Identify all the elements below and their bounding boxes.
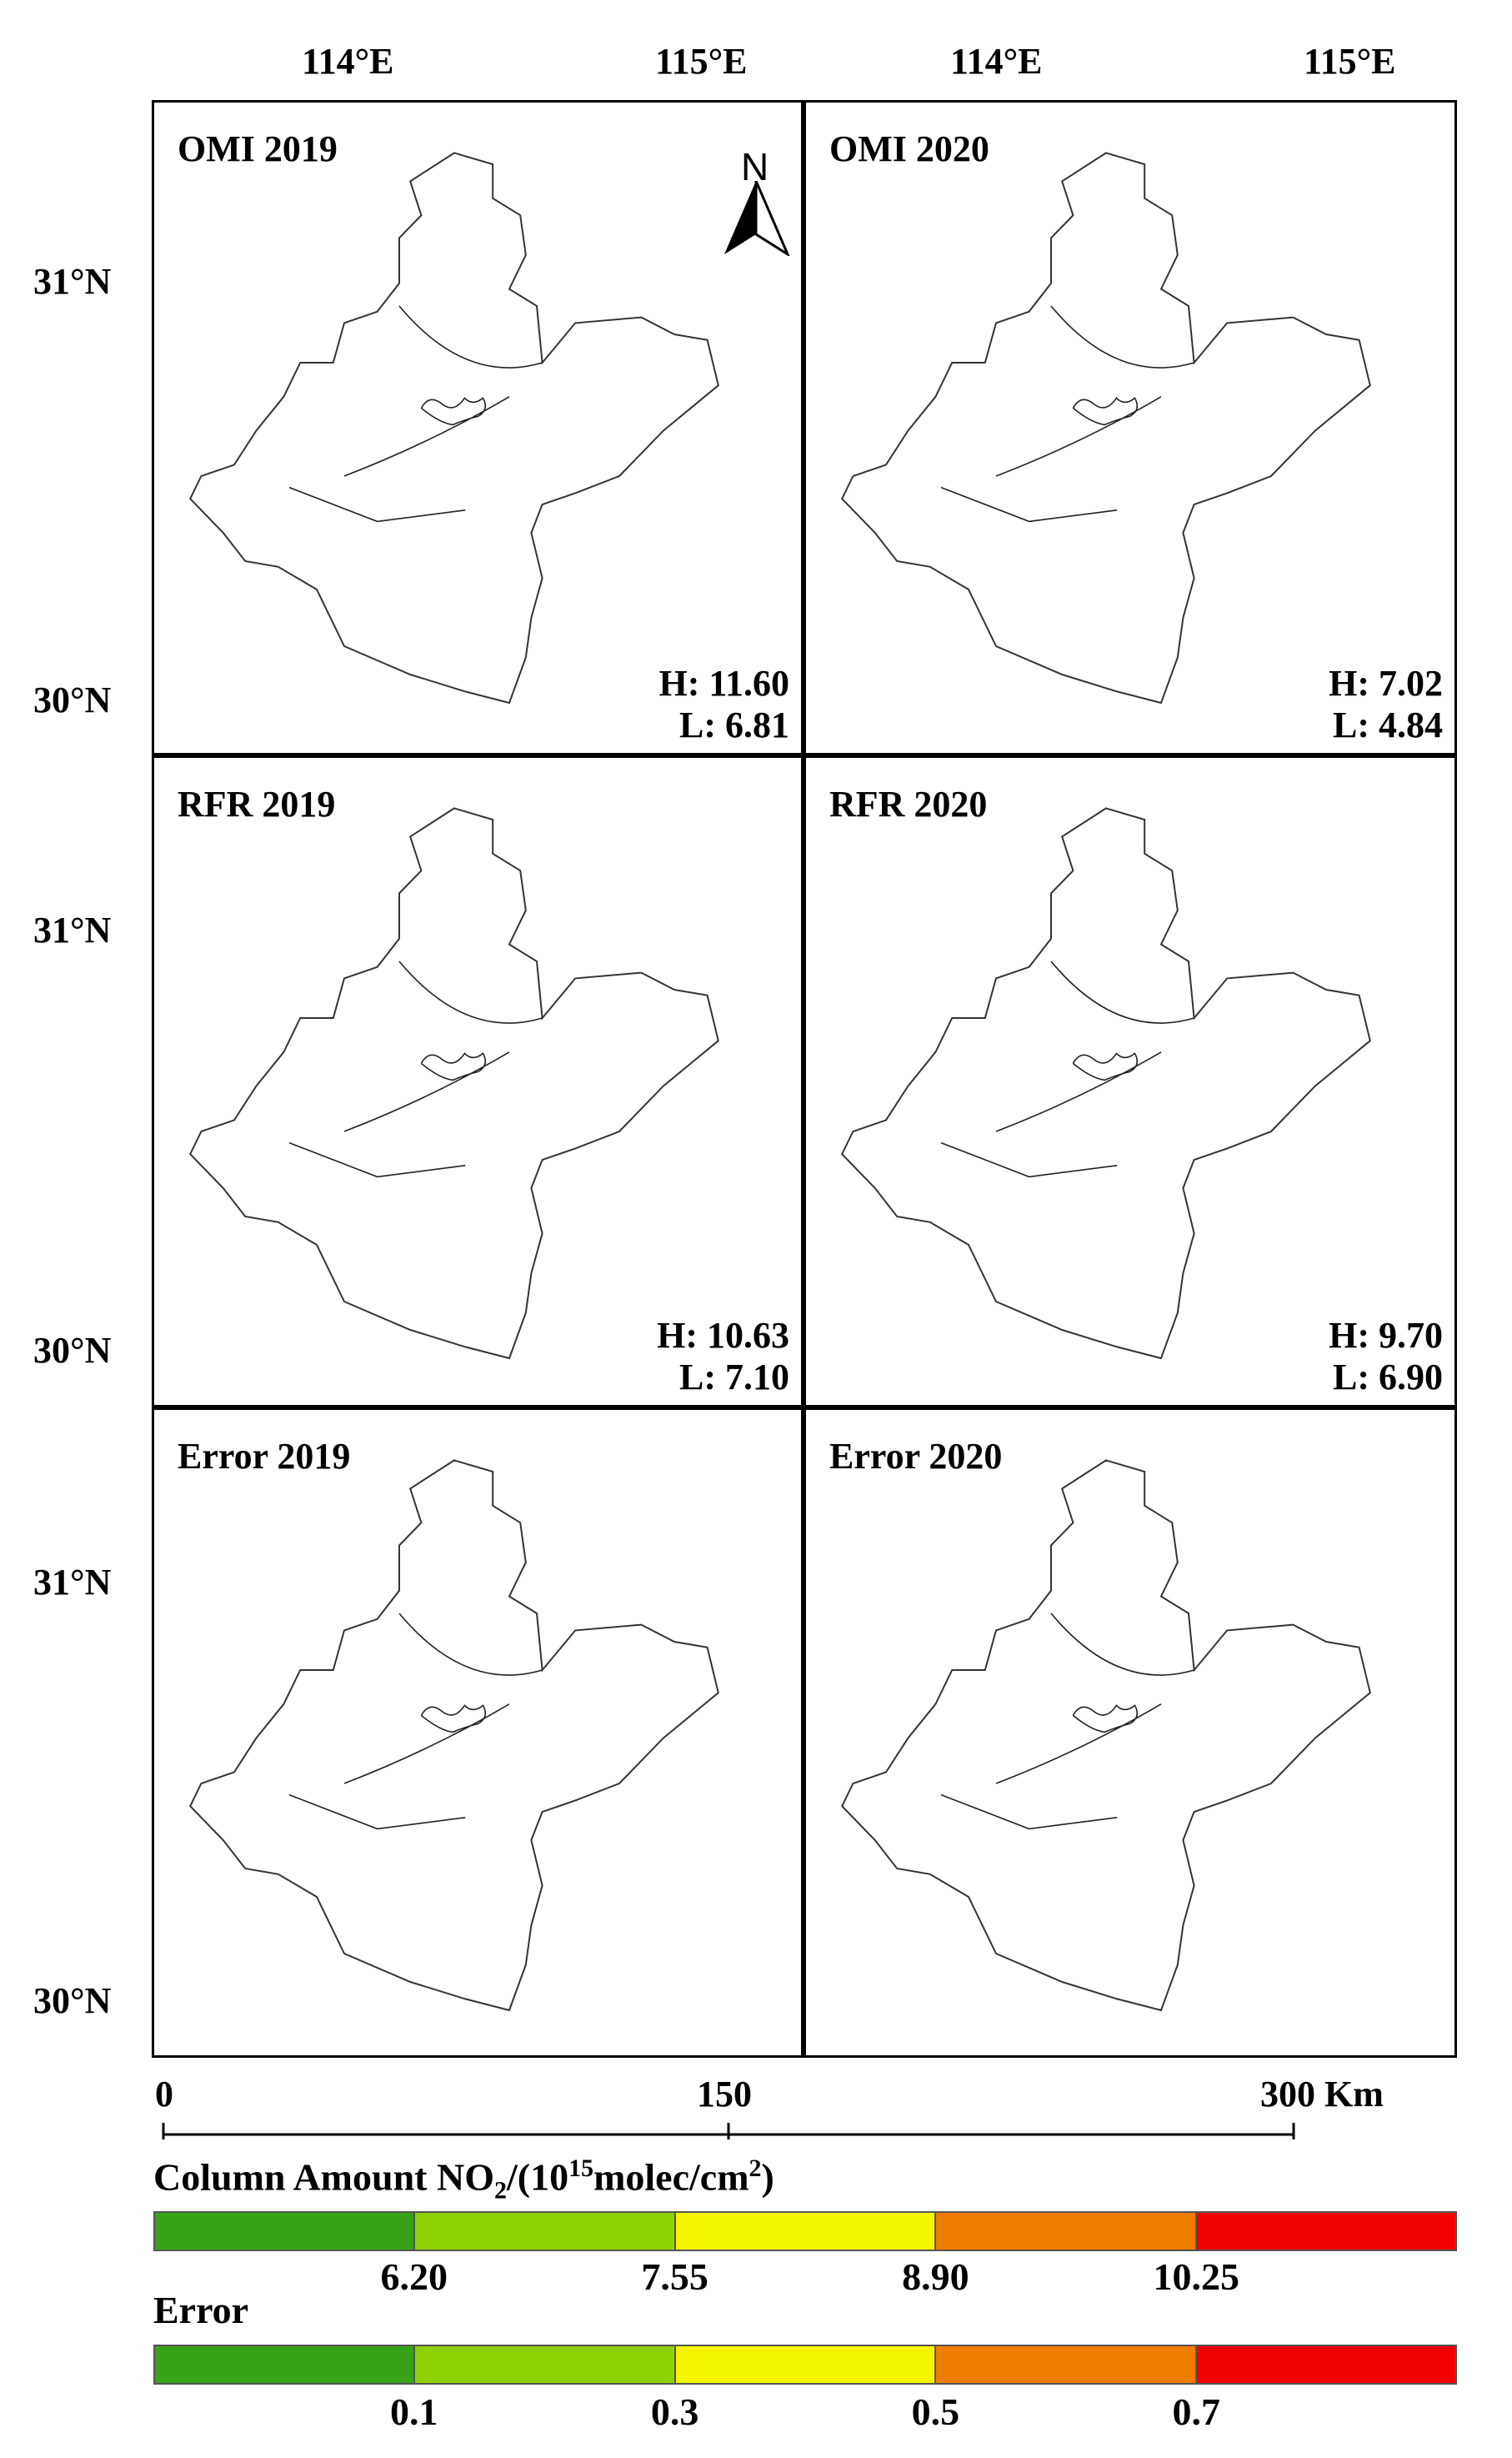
map-panel-omi-2019: OMI 2019 H: 11.60 L: 6.81 N	[152, 100, 804, 755]
high-value: H: 10.63	[657, 1315, 789, 1356]
region-outline	[188, 807, 719, 1360]
lat-label-30-row1: 30°N	[33, 680, 112, 720]
zone-4	[417, 1188, 729, 1291]
low-value: L: 6.90	[1333, 1357, 1443, 1397]
lon-label-114-right: 114°E	[950, 41, 1043, 82]
error-swatch-1	[415, 2346, 676, 2383]
high-value: H: 11.60	[658, 663, 789, 704]
no2-tick-label: 6.20	[380, 2255, 448, 2298]
lat-label-30-row2: 30°N	[33, 1330, 112, 1371]
lon-label-115-left: 115°E	[655, 41, 748, 82]
no2-tick-label: 10.25	[1153, 2255, 1239, 2298]
zone-1	[831, 893, 1381, 1041]
zone-5	[417, 623, 729, 737]
zone-5	[417, 1278, 729, 1392]
region-map	[831, 807, 1381, 1392]
panel-title: OMI 2019	[178, 128, 338, 169]
no2-swatch-4	[1196, 2213, 1456, 2250]
region-outline	[188, 1459, 719, 2012]
zone-1	[179, 238, 729, 385]
lat-label-31-row1: 31°N	[33, 261, 112, 302]
lon-label-114-left: 114°E	[302, 41, 394, 82]
scale-label-150: 150	[697, 2074, 752, 2114]
no2-swatch-2	[675, 2213, 937, 2250]
region-map	[179, 152, 729, 737]
zone-5	[417, 1930, 729, 2044]
low-value: L: 6.81	[679, 705, 789, 745]
low-value: L: 7.10	[679, 1357, 789, 1397]
scale-label-300km: 300 Km	[1260, 2074, 1384, 2114]
district-boundaries	[288, 961, 543, 1178]
panel-title: OMI 2020	[829, 128, 989, 169]
map-panel-error-2020: Error 2020	[804, 1407, 1457, 2058]
region-map	[179, 1459, 729, 2044]
error-legend-title: Error	[153, 2289, 249, 2331]
zone-4	[417, 1840, 729, 1943]
panel-title: Error 2019	[178, 1436, 351, 1477]
panel-title: Error 2020	[829, 1436, 1003, 1477]
zone-5	[1069, 623, 1381, 737]
error-swatch-2	[675, 2346, 937, 2383]
north-arrow-icon	[724, 181, 790, 256]
zone-4	[1069, 533, 1381, 635]
high-value: H: 9.70	[1329, 1315, 1443, 1356]
district-boundaries	[288, 1613, 543, 1830]
zone-4	[1069, 1840, 1381, 1943]
panel-title: RFR 2020	[829, 784, 988, 825]
region-outline	[840, 152, 1371, 705]
no2-swatch-1	[415, 2213, 676, 2250]
no2-swatch-3	[936, 2213, 1197, 2250]
zone-2	[1069, 478, 1216, 522]
error-tick-label: 0.1	[390, 2390, 438, 2433]
no2-tick-label: 8.90	[902, 2255, 969, 2298]
lat-label-30-row3: 30°N	[33, 1980, 112, 2021]
region-outline	[188, 152, 719, 705]
map-panel-error-2019: Error 2019	[152, 1407, 804, 2058]
zone-2	[1069, 1133, 1216, 1177]
north-arrow: N	[724, 144, 791, 256]
lat-label-31-row3: 31°N	[33, 1562, 112, 1603]
no2-color-bar	[153, 2211, 1457, 2251]
district-boundaries	[940, 961, 1194, 1178]
panel-title: RFR 2019	[178, 784, 336, 825]
no2-tick-label: 7.55	[641, 2255, 708, 2298]
zone-1	[179, 1545, 729, 1693]
error-swatch-0	[155, 2346, 416, 2383]
zone-1	[831, 1545, 1381, 1693]
region-map	[179, 807, 729, 1392]
zone-2	[417, 1133, 564, 1177]
error-swatch-4	[1196, 2346, 1456, 2383]
map-panel-rfr-2019: RFR 2019 H: 10.63 L: 7.10	[152, 755, 804, 1407]
zone-2	[417, 1785, 564, 1829]
district-boundaries	[940, 305, 1194, 523]
low-value: L: 4.84	[1333, 705, 1443, 745]
region-map	[831, 152, 1381, 737]
region-map	[831, 1459, 1381, 2044]
error-tick-label: 0.5	[911, 2390, 960, 2433]
zone-5	[1069, 1278, 1381, 1392]
error-tick-label: 0.3	[650, 2390, 699, 2433]
zone-1	[831, 238, 1381, 385]
lon-label-115-right: 115°E	[1304, 41, 1396, 82]
district-boundaries	[288, 305, 543, 523]
high-value: H: 7.02	[1329, 663, 1443, 704]
region-outline	[840, 1459, 1371, 2012]
region-outline	[840, 807, 1371, 1360]
no2-swatch-0	[155, 2213, 416, 2250]
map-panel-omi-2020: OMI 2020 H: 7.02 L: 4.84	[804, 100, 1457, 755]
scale-label-0: 0	[155, 2074, 173, 2114]
zone-1	[179, 893, 729, 1041]
lat-label-31-row2: 31°N	[33, 910, 112, 951]
zone-4	[1069, 1188, 1381, 1291]
district-boundaries	[940, 1613, 1194, 1830]
no2-legend-title: Column Amount NO2/(1015molec/cm2)	[153, 2155, 774, 2205]
zone-2	[417, 478, 564, 522]
zone-5	[1069, 1930, 1381, 2044]
error-swatch-3	[936, 2346, 1197, 2383]
error-color-bar	[153, 2345, 1457, 2385]
zone-4	[417, 533, 729, 635]
zone-2	[1069, 1785, 1216, 1829]
map-panel-rfr-2020: RFR 2020 H: 9.70 L: 6.90	[804, 755, 1457, 1407]
error-tick-label: 0.7	[1172, 2390, 1220, 2433]
